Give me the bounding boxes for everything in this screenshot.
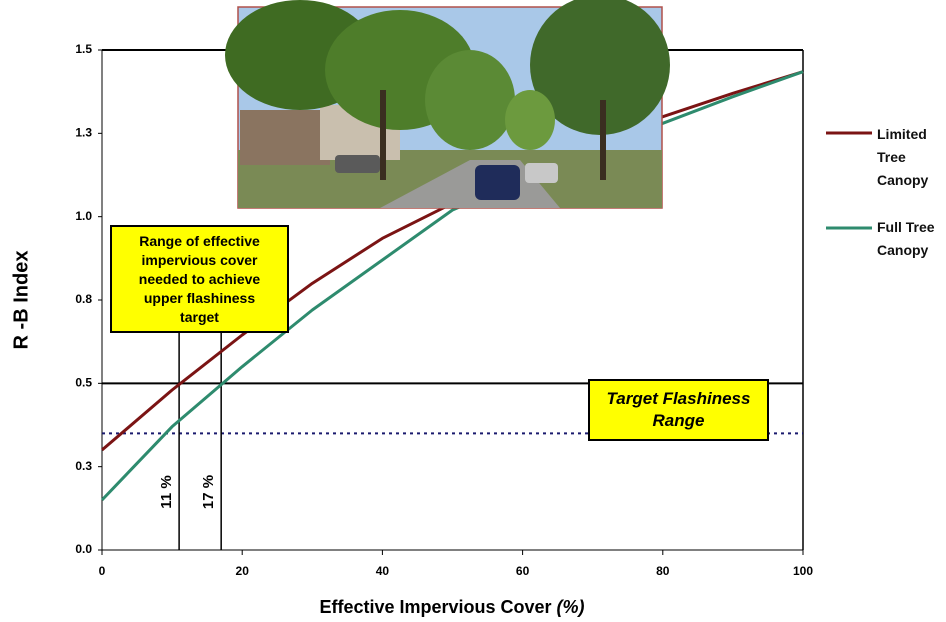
x-tick-label: 60 — [516, 564, 530, 578]
annotation-line: Target Flashiness — [606, 389, 751, 408]
x-axis-title-unit: (%) — [557, 597, 585, 617]
annotation-line: Range of effective — [139, 232, 260, 249]
annotation-line: target — [180, 308, 219, 325]
annotation-box: Target Flashiness Range — [588, 379, 769, 441]
y-tick-label: 0.5 — [75, 376, 92, 390]
y-tick-label: 0.8 — [75, 292, 92, 306]
y-tick-label: 0.0 — [75, 542, 92, 556]
annotation-box: Range of effective impervious cover needed… — [110, 225, 289, 333]
y-tick-label: 1.0 — [75, 209, 92, 223]
annotation-line: Range — [652, 411, 705, 430]
street-photo — [225, 0, 670, 209]
marker-label: 17 % — [200, 475, 217, 509]
y-tick-label: 0.3 — [75, 459, 92, 473]
annotation-line: impervious cover — [141, 251, 258, 268]
marker-label: 11 % — [158, 475, 175, 508]
x-tick-label: 100 — [793, 564, 813, 578]
legend-entry: Limited Tree Canopy — [877, 126, 929, 188]
y-tick-label: 1.5 — [75, 42, 92, 56]
x-axis-title-text: Effective Impervious Cover — [319, 597, 551, 617]
annotation-line: upper flashiness — [143, 289, 256, 306]
annotation-line: needed to achieve — [138, 270, 261, 287]
y-tick-label: 1.3 — [75, 126, 92, 140]
x-tick-label: 20 — [236, 564, 250, 578]
x-tick-label: 0 — [99, 564, 106, 578]
x-axis-title: Effective Impervious Cover (%) — [319, 597, 584, 617]
x-tick-label: 40 — [376, 564, 390, 578]
x-tick-label: 80 — [656, 564, 670, 578]
y-axis-title: R -B Index — [10, 251, 32, 350]
series-line — [100, 70, 804, 502]
legend-entry: Full Tree Canopy — [877, 219, 935, 258]
